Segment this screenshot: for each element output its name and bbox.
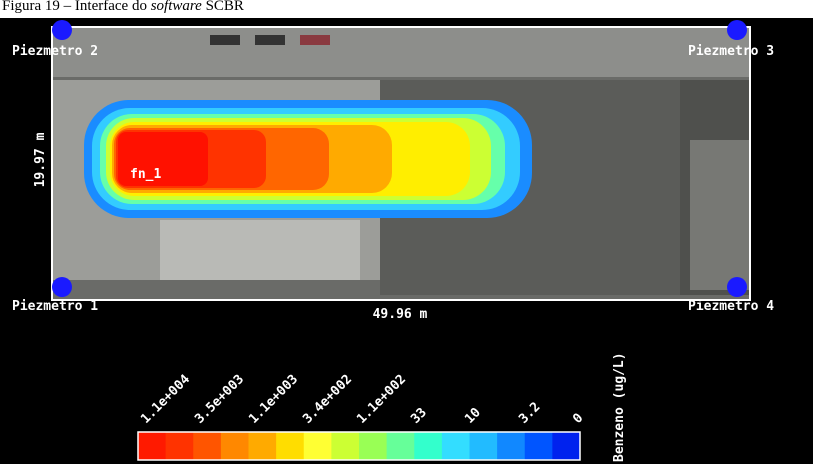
colorbar-swatch — [166, 432, 194, 460]
caption: Figura 19 – Interface do software SCBR — [2, 0, 244, 14]
piezometer-dot[interactable] — [52, 277, 72, 297]
piezometer-label: Piezmetro 3 — [688, 44, 774, 59]
piezometer-dot[interactable] — [727, 20, 747, 40]
caption-text: Figura 19 – Interface do — [2, 0, 151, 14]
colorbar-swatch — [552, 432, 580, 460]
colorbar-label: 0 — [570, 411, 586, 427]
colorbar-label: 3.4e+002 — [300, 372, 355, 427]
colorbar-swatch — [470, 432, 498, 460]
page: Figura 19 – Interface do software SCBR f… — [0, 0, 813, 464]
colorbar-swatch — [138, 432, 166, 460]
colorbar-swatch — [193, 432, 221, 460]
colorbar-swatch — [304, 432, 332, 460]
plume — [84, 100, 532, 218]
caption-text: software — [151, 0, 202, 14]
colorbar-swatch — [276, 432, 304, 460]
caption-text: SCBR — [202, 0, 244, 14]
colorbar-label: 10 — [462, 405, 484, 427]
colorbar-swatch — [331, 432, 359, 460]
piezometer-dot[interactable] — [52, 20, 72, 40]
colorbar-label: 1.1e+003 — [246, 372, 301, 427]
height-label: 19.97 m — [33, 132, 48, 187]
colorbar-swatch — [359, 432, 387, 460]
piezometer-dot[interactable] — [727, 277, 747, 297]
colorbar-label: 33 — [408, 405, 430, 427]
colorbar-swatch — [249, 432, 277, 460]
colorbar-swatch — [387, 432, 415, 460]
colorbar-swatch — [497, 432, 525, 460]
colorbar-swatch — [525, 432, 553, 460]
colorbar-label: 1.1e+004 — [138, 372, 193, 427]
colorbar-swatch — [414, 432, 442, 460]
colorbar-label: 1.1e+002 — [354, 372, 409, 427]
colorbar-swatch — [221, 432, 249, 460]
piezometer-label: Piezmetro 1 — [12, 299, 98, 314]
piezometer-label: Piezmetro 4 — [688, 299, 774, 314]
source-label: fn_1 — [130, 167, 161, 182]
colorbar-swatch — [442, 432, 470, 460]
screen: Figura 19 – Interface do software SCBR f… — [0, 0, 813, 464]
colorbar-title: Benzeno (ug/L) — [612, 352, 627, 462]
colorbar-label: 3.5e+003 — [192, 372, 247, 427]
piezometer-label: Piezmetro 2 — [12, 44, 98, 59]
colorbar-label: 3.2 — [516, 400, 543, 427]
width-label: 49.96 m — [373, 307, 428, 322]
